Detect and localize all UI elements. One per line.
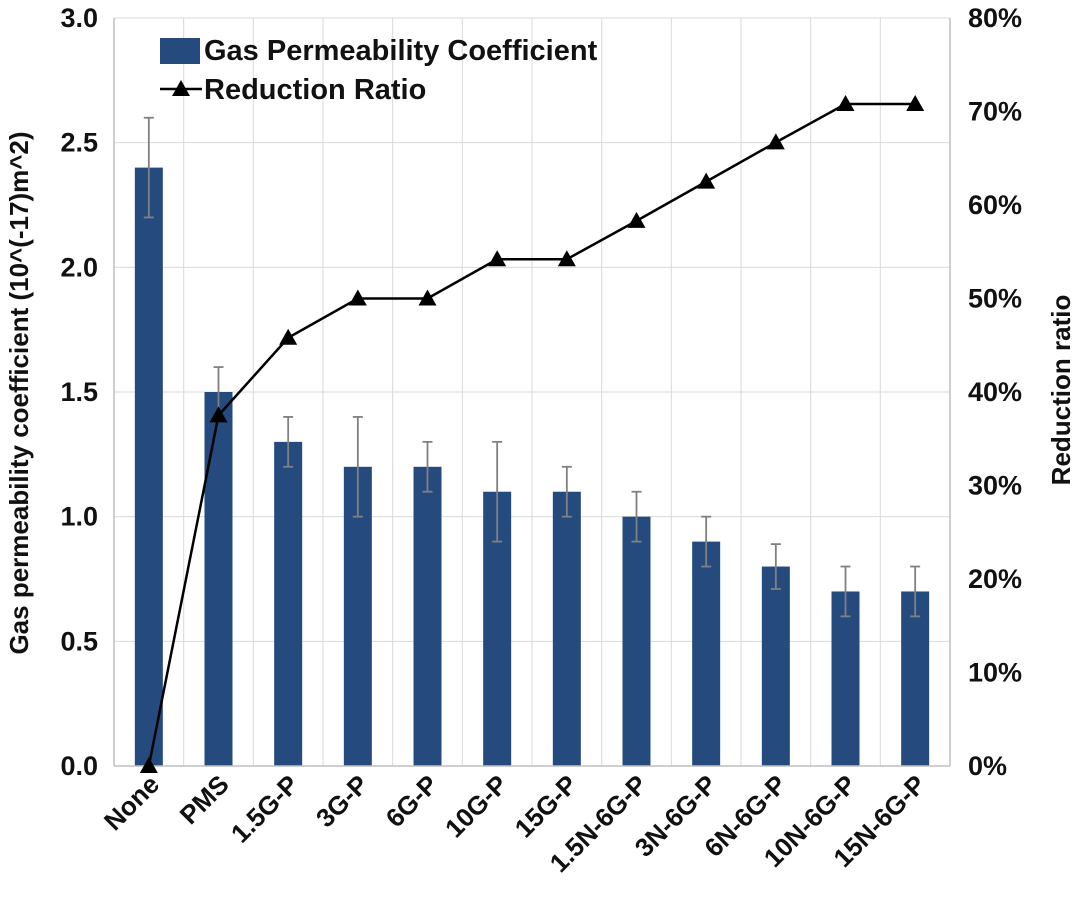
triangle-marker-15G-P <box>557 250 576 267</box>
triangle-marker-1.5G-P <box>279 328 298 345</box>
x-tick-label: 1.5G-P <box>225 769 304 848</box>
left-tick-label: 2.0 <box>60 252 98 282</box>
triangle-marker-PMS <box>209 406 228 423</box>
right-tick-label: 80% <box>968 3 1022 33</box>
bar-3N-6G-P <box>692 541 721 766</box>
left-tick-label: 0.5 <box>60 626 98 656</box>
triangle-marker-None <box>139 757 158 773</box>
right-tick-label: 0% <box>968 751 1007 781</box>
triangle-marker-3G-P <box>348 289 367 306</box>
bar-6G-P <box>413 466 442 766</box>
bar-None <box>134 167 163 767</box>
x-tick-label: None <box>98 769 165 836</box>
right-tick-label: 20% <box>968 564 1022 594</box>
bar-1.5N-6G-P <box>622 516 651 766</box>
triangle-marker-6G-P <box>418 289 437 306</box>
bars <box>134 167 930 767</box>
triangle-marker-3N-6G-P <box>697 172 716 189</box>
left-tick-label: 1.5 <box>60 377 98 407</box>
triangle-marker-6N-6G-P <box>766 133 785 150</box>
triangle-marker-1.5N-6G-P <box>627 211 646 228</box>
reduction-line <box>139 95 925 773</box>
legend-label-bar: Gas Permeability Coefficient <box>204 35 598 67</box>
left-tick-label: 2.5 <box>60 128 98 158</box>
x-tick-label: 3G-P <box>310 769 374 833</box>
reduction-ratio-line <box>147 102 916 767</box>
bar-6N-6G-P <box>761 566 790 766</box>
left-tick-label: 1.0 <box>60 502 98 532</box>
right-tick-label: 30% <box>968 471 1022 501</box>
legend-label-line: Reduction Ratio <box>204 74 426 106</box>
x-tick-label: 10G-P <box>439 769 513 843</box>
left-tick-label: 0.0 <box>60 751 98 781</box>
left-tick-label: 3.0 <box>60 3 98 33</box>
triangle-marker-10G-P <box>488 250 507 267</box>
x-tick-label: PMS <box>174 769 235 830</box>
bar-10N-6G-P <box>831 591 860 766</box>
right-tick-label: 10% <box>968 658 1022 688</box>
triangle-marker-15N-6G-P <box>906 95 925 112</box>
legend: Gas Permeability Coefficient Reduction R… <box>160 35 598 106</box>
triangle-marker-10N-6G-P <box>836 95 855 112</box>
right-axis-title: Reduction ratio <box>1046 295 1076 486</box>
right-tick-label: 70% <box>968 97 1022 127</box>
right-tick-label: 50% <box>968 284 1022 314</box>
error-bars <box>143 116 921 618</box>
legend-swatch-bar <box>160 38 200 64</box>
legend-marker-triangle <box>172 80 190 96</box>
right-tick-label: 40% <box>968 377 1022 407</box>
bar-1.5G-P <box>274 441 303 766</box>
bar-15N-6G-P <box>901 591 930 766</box>
bar-15G-P <box>552 491 581 766</box>
right-tick-label: 60% <box>968 190 1022 220</box>
bar-PMS <box>204 392 233 766</box>
axes <box>113 18 951 767</box>
x-tick-label: 6G-P <box>380 769 444 833</box>
left-axis-title: Gas permeability coefficient (10^(-17)m^… <box>4 131 34 654</box>
